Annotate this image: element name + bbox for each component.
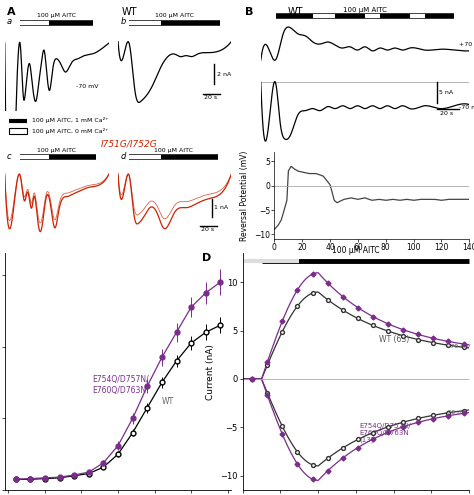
Text: WT: WT: [122, 7, 137, 17]
Y-axis label: Current (nA): Current (nA): [206, 344, 215, 399]
Text: B: B: [245, 7, 253, 17]
Text: 100 μM AITC, 0 mM Ca²⁺: 100 μM AITC, 0 mM Ca²⁺: [32, 128, 108, 134]
Text: A: A: [7, 7, 16, 17]
Text: D: D: [202, 253, 211, 263]
Text: 100 μM AITC: 100 μM AITC: [332, 247, 380, 255]
Text: E754Q/D757N/
E760Q/D763N: E754Q/D757N/ E760Q/D763N: [92, 375, 149, 395]
Text: -70 mV: -70 mV: [445, 410, 467, 415]
Text: WT: WT: [162, 397, 174, 406]
Text: WT (63): WT (63): [379, 335, 409, 345]
Text: I751G/I752G: I751G/I752G: [101, 140, 158, 149]
Text: WT: WT: [288, 7, 303, 17]
Bar: [9, 128, 27, 134]
Text: +70 mV: +70 mV: [445, 344, 470, 349]
Text: 100 μM AITC, 1 mM Ca²⁺: 100 μM AITC, 1 mM Ca²⁺: [32, 117, 108, 123]
Text: E754Q/D757N/
E760Q/D763N
(13): E754Q/D757N/ E760Q/D763N (13): [360, 423, 411, 443]
